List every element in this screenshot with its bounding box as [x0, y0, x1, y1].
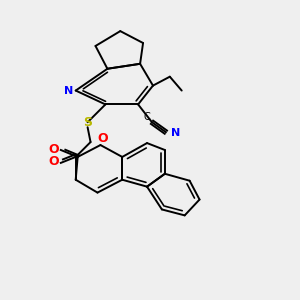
Text: C: C: [144, 112, 150, 122]
Text: N: N: [64, 85, 74, 96]
Text: O: O: [49, 142, 59, 155]
Text: O: O: [49, 155, 59, 168]
Text: S: S: [83, 116, 92, 129]
Text: N: N: [171, 128, 180, 138]
Text: O: O: [97, 132, 108, 145]
